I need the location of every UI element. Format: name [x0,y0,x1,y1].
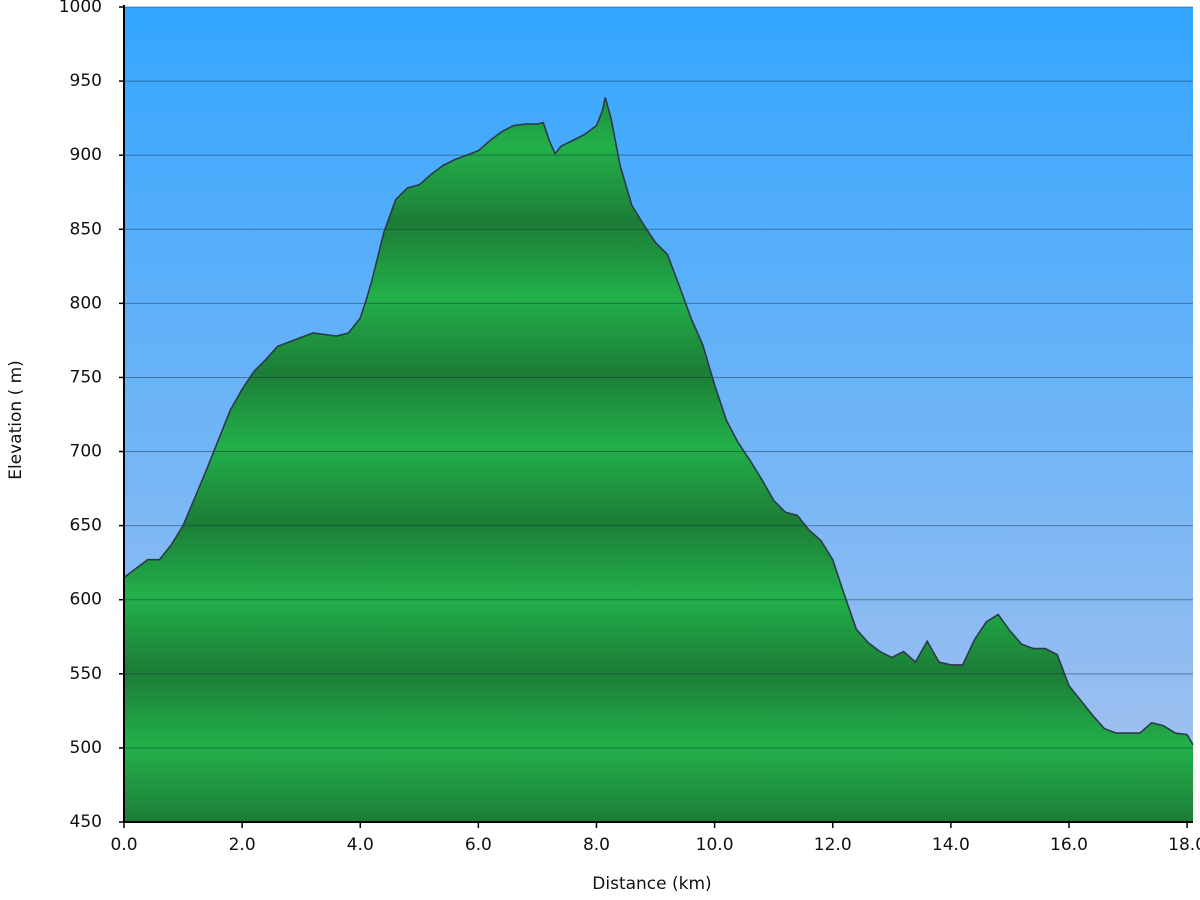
y-tick-label: 600 [70,590,102,610]
x-tick-label: 0.0 [110,835,137,855]
x-tick-label: 8.0 [583,835,610,855]
y-tick-label: 550 [70,664,102,684]
y-tick-label: 800 [70,293,102,313]
x-tick-label: 14.0 [932,835,970,855]
x-tick-label: 12.0 [814,835,852,855]
x-tick-label: 6.0 [465,835,492,855]
profile-line [123,97,1194,746]
x-axis-title: Distance (km) [592,874,711,894]
y-tick-label: 650 [70,516,102,536]
y-tick-label: 850 [70,219,102,239]
y-tick-label: 750 [70,367,102,387]
area [124,97,1193,822]
y-tick-label: 900 [70,145,102,165]
y-tick-label: 700 [70,442,102,462]
x-tick-label: 10.0 [696,835,734,855]
y-tick-label: 450 [70,812,102,832]
x-tick-label: 18.0 [1168,835,1200,855]
x-tick-label: 2.0 [229,835,256,855]
x-tick-label: 4.0 [347,835,374,855]
y-tick-label: 500 [70,738,102,758]
x-tick-label: 16.0 [1050,835,1088,855]
y-tick-label: 1000 [59,0,102,17]
y-tick-label: 950 [70,71,102,91]
y-axis-title: Elevation ( m) [6,360,26,480]
